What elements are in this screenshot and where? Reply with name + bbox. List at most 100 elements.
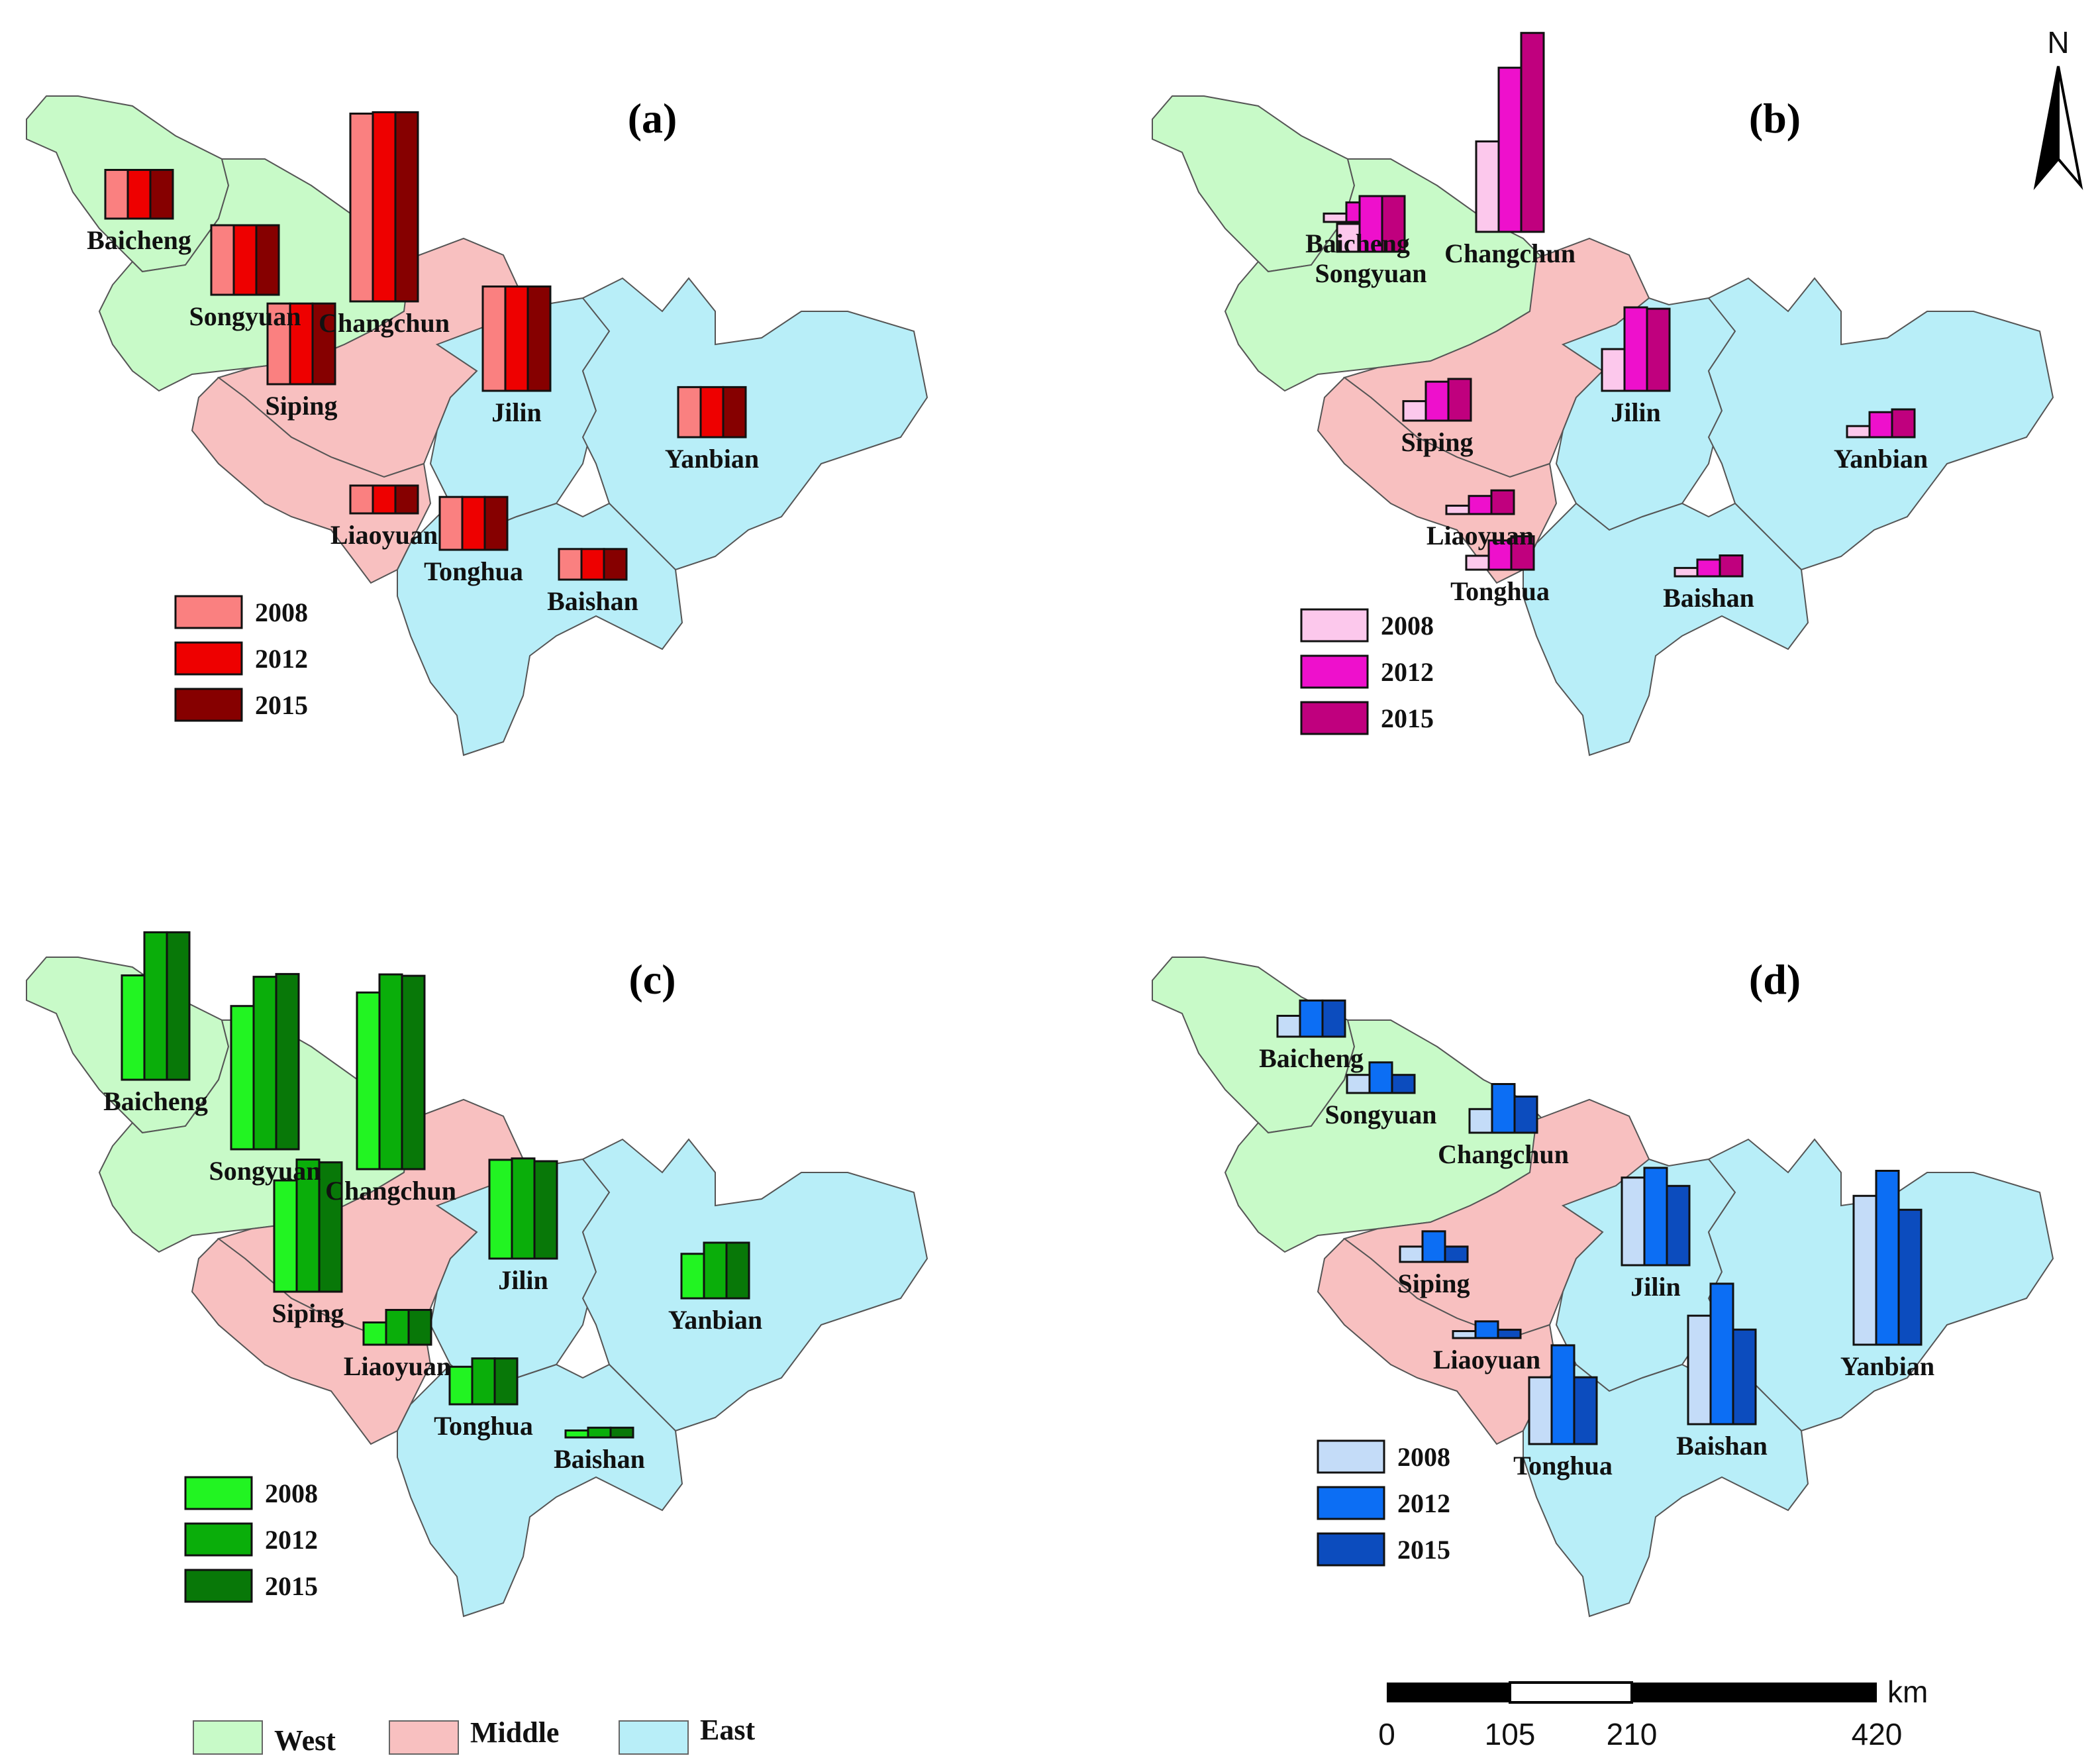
bar-b-yanbian-2012: [1868, 411, 1893, 439]
bar-d-changchun-2008: [1468, 1108, 1493, 1134]
bar-b-yanbian-2008: [1846, 425, 1871, 439]
bar-d-tonghua-2008: [1528, 1376, 1553, 1445]
north-arrow-icon: N: [2033, 25, 2083, 191]
bar-a-baicheng-2012: [126, 169, 152, 220]
scale-segment-1: [1387, 1683, 1510, 1702]
bar-d-baishan-2008: [1687, 1314, 1712, 1426]
bar-c-tonghua-2012: [471, 1357, 496, 1406]
bar-b-siping-2015: [1447, 378, 1472, 422]
bar-c-siping-2015: [318, 1161, 343, 1293]
city-label-b-liaoyuan: Liaoyuan: [1426, 521, 1534, 550]
bar-a-tonghua-2015: [483, 495, 509, 551]
legend-label-b-2008: 2008: [1381, 611, 1434, 641]
bar-d-baicheng-2015: [1321, 999, 1346, 1038]
city-label-c-baishan: Baishan: [554, 1444, 645, 1474]
city-label-d-siping: Siping: [1398, 1269, 1470, 1298]
bar-c-tonghua-2008: [448, 1365, 474, 1406]
bar-d-changchun-2012: [1491, 1083, 1516, 1134]
city-label-a-baicheng: Baicheng: [87, 225, 191, 255]
bar-d-songyuan-2015: [1391, 1074, 1416, 1094]
bar-a-baicheng-2008: [104, 169, 129, 220]
city-label-a-songyuan: Songyuan: [189, 301, 301, 331]
bar-a-changchun-2008: [349, 113, 374, 303]
city-label-d-baishan: Baishan: [1676, 1431, 1768, 1461]
bar-a-baishan-2008: [558, 548, 583, 581]
bar-d-baishan-2015: [1732, 1328, 1757, 1426]
bar-a-baishan-2015: [603, 548, 628, 581]
bar-b-tonghua-2012: [1487, 539, 1513, 571]
scale-tick-210: 210: [1607, 1717, 1658, 1751]
scale-segment-2: [1509, 1681, 1633, 1704]
bar-c-baishan-2015: [609, 1426, 634, 1439]
city-label-c-tonghua: Tonghua: [434, 1411, 533, 1441]
bar-d-siping-2008: [1399, 1245, 1424, 1263]
scale-segment-3: [1632, 1683, 1877, 1702]
city-label-b-baicheng: Baicheng: [1305, 229, 1410, 258]
bar-b-songyuan-2015: [1381, 195, 1406, 253]
bar-b-baishan-2008: [1674, 566, 1699, 578]
legend-swatch-c-2008: [184, 1476, 253, 1510]
region-label-east: East: [700, 1714, 755, 1746]
legend-label-d-2015: 2015: [1397, 1535, 1450, 1565]
bar-b-liaoyuan-2015: [1490, 489, 1515, 515]
legend-swatch-a-2008: [174, 595, 243, 629]
city-label-b-siping: Siping: [1401, 427, 1474, 457]
scale-tick-420: 420: [1852, 1717, 1903, 1751]
bar-a-yanbian-2015: [722, 386, 747, 439]
bar-a-siping-2012: [289, 302, 314, 386]
bar-b-changchun-2012: [1497, 66, 1523, 233]
legend-swatch-a-2015: [174, 688, 243, 722]
bar-c-yanbian-2015: [725, 1241, 750, 1300]
legend-label-c-2015: 2015: [265, 1571, 318, 1601]
city-label-c-changchun: Changchun: [325, 1176, 456, 1206]
legend-label-a-2015: 2015: [255, 690, 308, 720]
city-label-a-baishan: Baishan: [547, 586, 638, 616]
bar-c-jilin-2015: [533, 1160, 558, 1260]
bar-d-baicheng-2008: [1276, 1015, 1301, 1038]
city-label-d-jilin: Jilin: [1630, 1272, 1681, 1302]
bar-b-liaoyuan-2012: [1468, 495, 1493, 515]
bar-b-tonghua-2015: [1510, 535, 1535, 571]
bar-d-jilin-2015: [1666, 1184, 1691, 1267]
legend-swatch-d-2012: [1317, 1486, 1385, 1520]
city-label-d-liaoyuan: Liaoyuan: [1433, 1345, 1540, 1375]
bar-c-yanbian-2012: [703, 1241, 728, 1300]
legend-label-a-2012: 2012: [255, 644, 308, 674]
legend-swatch-b-2008: [1300, 608, 1369, 643]
city-label-c-siping: Siping: [272, 1298, 344, 1328]
bar-a-jilin-2015: [526, 285, 552, 392]
legend-label-c-2012: 2012: [265, 1525, 318, 1555]
region-swatch-middle: [389, 1720, 459, 1755]
bar-b-tonghua-2008: [1465, 554, 1490, 571]
city-label-a-jilin: Jilin: [491, 397, 542, 427]
bar-c-baicheng-2015: [166, 931, 191, 1081]
bar-d-liaoyuan-2012: [1474, 1320, 1499, 1339]
bar-b-changchun-2015: [1520, 32, 1545, 233]
panel-label-b: (b): [1749, 95, 1801, 142]
bar-a-liaoyuan-2015: [394, 484, 419, 515]
bar-a-liaoyuan-2008: [349, 484, 374, 515]
bar-d-tonghua-2012: [1550, 1344, 1575, 1445]
bar-b-changchun-2008: [1475, 140, 1500, 233]
bar-d-songyuan-2012: [1368, 1061, 1393, 1094]
bar-c-songyuan-2015: [275, 972, 300, 1151]
bar-a-songyuan-2012: [232, 224, 258, 296]
bar-a-yanbian-2008: [677, 386, 702, 439]
bar-d-songyuan-2008: [1346, 1074, 1371, 1094]
bar-a-liaoyuan-2012: [372, 484, 397, 515]
bar-a-jilin-2012: [504, 285, 529, 392]
bar-d-jilin-2008: [1621, 1176, 1646, 1267]
bar-c-liaoyuan-2012: [385, 1309, 410, 1346]
bar-d-yanbian-2015: [1897, 1208, 1923, 1346]
bar-c-yanbian-2008: [680, 1253, 705, 1300]
bar-c-baicheng-2012: [143, 931, 168, 1081]
legend-swatch-d-2015: [1317, 1532, 1385, 1567]
bar-b-baishan-2015: [1719, 554, 1744, 578]
bar-d-liaoyuan-2015: [1497, 1328, 1522, 1339]
bar-c-songyuan-2008: [230, 1005, 255, 1151]
bar-a-songyuan-2015: [255, 224, 280, 296]
bar-a-tonghua-2012: [461, 495, 486, 551]
city-label-c-songyuan: Songyuan: [209, 1156, 321, 1186]
legend-label-b-2012: 2012: [1381, 657, 1434, 687]
